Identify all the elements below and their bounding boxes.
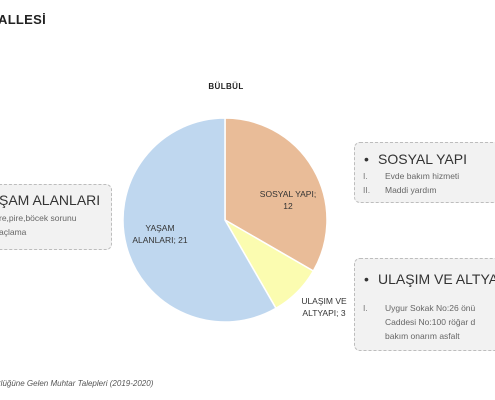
page-title: ALLESİ [0,12,47,27]
bullet-icon: • [364,271,369,287]
pie-slice-2 [122,117,278,323]
source-note: rlüğüne Gelen Muhtar Talepleri (2019-202… [0,379,154,388]
callout-yasam-line-2: açlama [0,227,27,237]
item-text: Uygur Sokak No:26 önü [385,303,476,313]
callout-ulasim-title: ULAŞIM VE ALTYA [378,271,495,287]
callout-ulasim-item-1-line-2: Caddesi No:100 röğar d [363,317,475,327]
item-text: Evde bakım hizmeti [385,171,460,181]
item-number: II. [363,185,371,195]
item-text: bakım onarım asfalt [385,331,460,341]
item-number: I. [363,303,368,313]
slice-label-0: SOSYAL YAPI; 12 [260,189,316,211]
callout-sosyal-item-2: II. Maddi yardım [363,185,437,195]
callout-yasam-title: ŞAM ALANLARI [0,192,101,208]
chart-title: BÜLBÜL [208,82,244,91]
item-number: I. [363,171,368,181]
item-text: Maddi yardım [385,185,437,195]
callout-sosyal-title: SOSYAL YAPI [378,151,467,167]
callout-ulasim-item-1-line-3: bakım onarım asfalt [363,331,460,341]
callout-sosyal-item-1: I. Evde bakım hizmeti [363,171,459,181]
bullet-icon: • [364,151,369,167]
pie-slice-0 [224,117,328,273]
callout-yasam-line-1: re,pire,böcek sorunu [0,213,77,223]
item-text: Caddesi No:100 röğar d [385,317,476,327]
slice-label-1: ULAŞIM VE ALTYAPI; 3 [301,296,347,318]
callout-yasam-alanlari: ŞAM ALANLARI re,pire,böcek sorunu açlama [0,184,112,250]
callout-sosyal-heading: • SOSYAL YAPI [364,151,467,167]
callout-ulasim-altyapi: • ULAŞIM VE ALTYA I. Uygur Sokak No:26 önü… [354,258,495,351]
slice-label-2: YAŞAM ALANLARI; 21 [132,223,188,245]
callout-ulasim-heading: • ULAŞIM VE ALTYA [364,271,495,287]
callout-ulasim-item-1: I. Uygur Sokak No:26 önü [363,303,475,313]
callout-sosyal-yapi: • SOSYAL YAPI I. Evde bakım hizmeti II. Mad… [354,142,495,203]
